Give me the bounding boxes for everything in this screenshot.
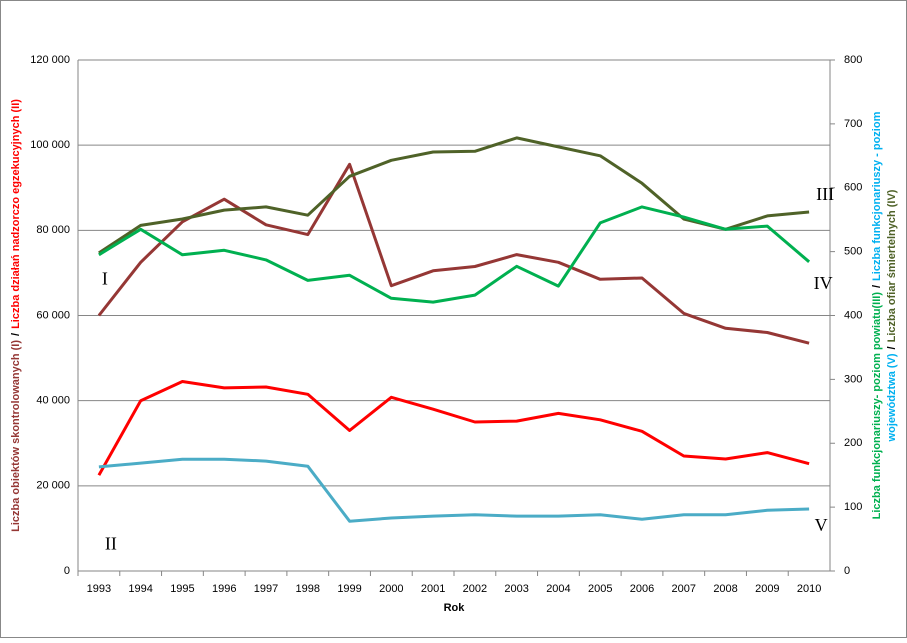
x-tick-label: 1997 [254, 583, 278, 595]
y2-axis-title-part: województwa (V) [886, 353, 898, 442]
series-label: I [102, 269, 108, 289]
x-tick-label: 1995 [170, 583, 194, 595]
y2-axis-title: Liczba funkcjonariuszy- poziom powiatu(I… [871, 111, 883, 519]
x-tick-label: 1999 [337, 583, 361, 595]
x-tick-label: 2004 [546, 583, 570, 595]
y-tick-label: 120 000 [30, 54, 70, 66]
y2-tick-label: 600 [844, 182, 862, 194]
y2-axis-title-part: Liczba ofiar śmiertelnych (IV) [886, 189, 898, 342]
series-label: IV [814, 273, 833, 293]
y2-tick-label: 0 [844, 565, 850, 577]
y-tick-label: 40 000 [36, 395, 70, 407]
series-label: II [105, 533, 117, 553]
y2-tick-label: 800 [844, 54, 862, 66]
y-tick-label: 0 [64, 565, 70, 577]
y-axis-title-part: Liczba działań nadzorczo egzekucyjnych (… [10, 99, 22, 329]
y2-tick-label: 400 [844, 309, 862, 321]
y-tick-label: 20 000 [36, 480, 70, 492]
series-label: V [815, 515, 828, 535]
x-tick-label: 2007 [672, 583, 696, 595]
y2-axis-title-part: / [871, 285, 883, 288]
y-axis-title-part: / [10, 333, 22, 336]
series-line [98, 136, 810, 255]
y2-tick-label: 700 [844, 118, 862, 130]
series-label: III [816, 184, 834, 204]
y-axis-title-part: Liczba obiektów skontrolowanych (I) [10, 340, 22, 532]
y-tick-label: 100 000 [30, 139, 70, 151]
x-tick-label: 2002 [463, 583, 487, 595]
series-line [97, 162, 810, 345]
x-tick-label: 2001 [421, 583, 445, 595]
x-tick-label: 2005 [588, 583, 612, 595]
y2-axis-title: województwa (V) / Liczba ofiar śmiertelnyc… [886, 189, 898, 442]
x-tick-label: 2006 [630, 583, 654, 595]
series-line [98, 457, 810, 523]
y2-axis-title-part: Liczba funkcjonariuszy - poziom [871, 111, 883, 281]
x-tick-label: 1993 [87, 583, 111, 595]
x-tick-label: 2008 [713, 583, 737, 595]
x-tick-label: 2010 [797, 583, 821, 595]
series-line [97, 380, 810, 476]
y-tick-label: 80 000 [36, 224, 70, 236]
y2-axis-title-part: / [886, 346, 898, 349]
x-tick-label: 1996 [212, 583, 236, 595]
x-tick-label: 2000 [379, 583, 403, 595]
y2-tick-label: 500 [844, 246, 862, 258]
y2-axis-title-part: Liczba funkcjonariuszy- poziom powiatu(I… [871, 292, 883, 520]
y-axis-title: Liczba obiektów skontrolowanych (I) / Licz… [10, 99, 22, 532]
x-tick-label: 2009 [755, 583, 779, 595]
x-tick-label: 1994 [128, 583, 152, 595]
y-tick-label: 60 000 [36, 309, 70, 321]
y2-tick-label: 200 [844, 437, 862, 449]
x-axis-title: Rok [444, 602, 466, 614]
y2-tick-label: 100 [844, 501, 862, 513]
x-tick-label: 1998 [296, 583, 320, 595]
x-tick-label: 2003 [504, 583, 528, 595]
y2-tick-label: 300 [844, 373, 862, 385]
series-line [98, 205, 811, 304]
